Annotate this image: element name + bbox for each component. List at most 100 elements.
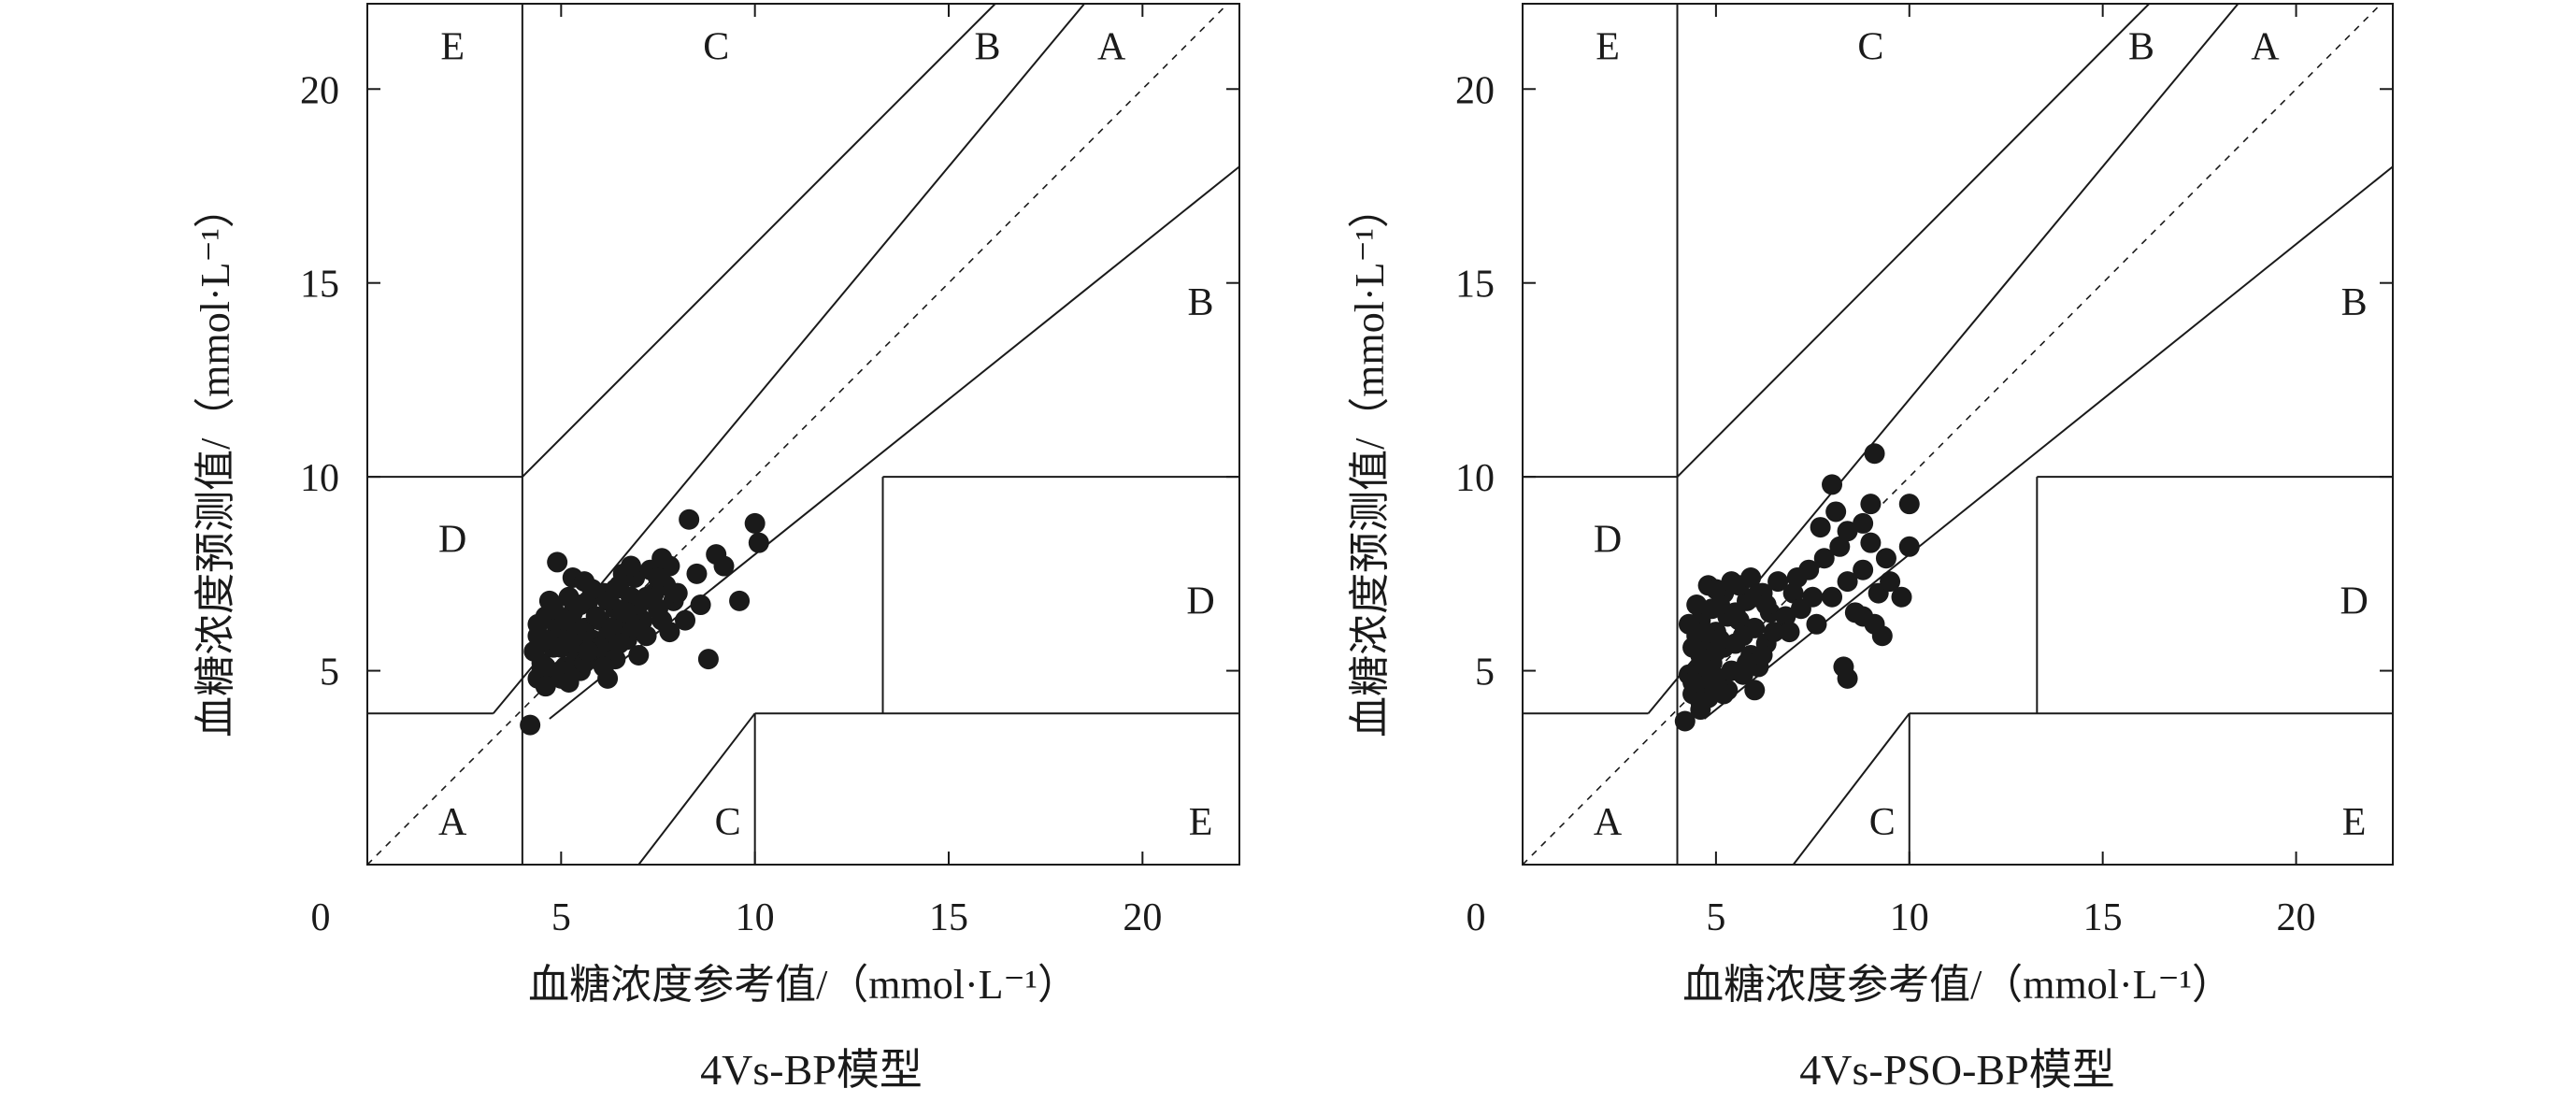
zone-label-a: A [1097,25,1126,68]
y-tick-label: 10 [300,457,339,500]
zone-label-b: B [1188,281,1214,324]
origin-label: 0 [311,896,331,939]
data-point [1810,517,1831,538]
data-point [1837,667,1858,689]
y-axis-title: 血糖浓度预测值/（mmol·L⁻¹） [1347,187,1393,738]
zone-c-lower-line [1792,712,1911,865]
data-point [1724,602,1746,623]
data-point [628,644,650,666]
data-point [585,606,607,627]
data-point [697,649,719,670]
data-point [1705,579,1726,600]
data-point [624,617,646,638]
data-point [1701,664,1723,685]
data-point [608,633,630,654]
x-axis-title: 血糖浓度参考值/（mmol·L⁻¹） [528,962,1079,1008]
data-point [1763,622,1784,643]
zone-label-c: C [1869,801,1896,844]
data-point [1775,606,1796,627]
y-tick-label: 5 [320,652,339,695]
data-points [1674,443,1920,732]
data-point [636,586,657,608]
data-point [605,579,626,600]
zone-boundaries [1523,4,2393,865]
y-tick-label: 20 [1455,69,1495,112]
data-point [1682,672,1704,694]
zone-label-d: D [438,518,466,561]
data-point [1755,594,1777,616]
data-point [535,676,556,697]
data-point [574,571,595,593]
data-point [1694,622,1715,643]
x-tick-label: 5 [1706,896,1725,939]
zone-label-b: B [974,25,1000,68]
y-tick-label: 10 [1455,457,1495,500]
data-point [1837,521,1858,542]
data-point [1898,536,1920,557]
data-point [1837,571,1858,593]
y-tick-label: 15 [1455,264,1495,307]
data-point [748,532,769,553]
origin-label: 0 [1467,896,1486,939]
zone-label-d: D [2340,580,2368,623]
zone-label-e: E [440,25,465,68]
data-point [690,594,711,616]
data-point [562,633,583,654]
zone-c-upper-line [1676,4,2151,478]
x-tick-label: 10 [736,896,775,939]
zone-boundaries [367,4,1239,865]
x-tick-label: 20 [2277,896,2316,939]
x-tick-label: 10 [1890,896,1929,939]
zone-label-a: A [438,801,467,844]
x-tick-label: 5 [551,896,571,939]
data-point [666,582,688,604]
data-point [1853,512,1874,534]
zone-label-e: E [1596,25,1620,68]
plot-frame [1522,3,2394,866]
data-point [1786,567,1808,588]
data-point [616,602,637,623]
x-tick-label: 15 [929,896,968,939]
data-point [679,508,700,530]
data-points [520,508,769,736]
data-point [578,640,599,662]
identity-line [367,4,1229,865]
data-point [558,672,580,694]
data-point [713,555,735,577]
data-point [651,548,673,569]
panel-caption: 4Vs-PSO-BP模型 [1799,1046,2114,1094]
data-point [1752,644,1773,666]
plot-frame [366,3,1240,866]
data-point [570,594,592,616]
data-point [1690,699,1711,721]
y-axis-title: 血糖浓度预测值/（mmol·L⁻¹） [193,187,238,738]
data-point [554,609,576,631]
data-point [1853,606,1874,627]
data-point [601,617,623,638]
zone-label-a: A [2251,25,2280,68]
data-point [1822,474,1843,495]
data-point [1822,586,1843,608]
zone-label-b: B [2128,25,2154,68]
chart-panel-1: E C B A B D D A C E 5 10 15 20 5 10 15 20 0 血糖浓度参考值/（mmol·L… [193,3,1240,1094]
data-point [1860,532,1882,553]
data-point [527,613,549,635]
data-point [620,555,641,577]
y-tick-label: 20 [300,69,339,112]
zone-label-c: C [1857,25,1883,68]
zone-label-c: C [703,25,729,68]
data-point [1806,613,1827,635]
zone-label-d: D [1594,518,1622,561]
data-point [520,714,541,736]
data-point [1880,571,1901,593]
data-point [1875,548,1896,569]
data-point [1860,494,1882,515]
data-point [729,590,751,611]
data-point [535,629,556,651]
data-point [659,622,680,643]
data-point [547,551,568,573]
zone-c-lower-line [637,712,756,865]
data-point [1710,594,1731,616]
data-point [1898,494,1920,515]
